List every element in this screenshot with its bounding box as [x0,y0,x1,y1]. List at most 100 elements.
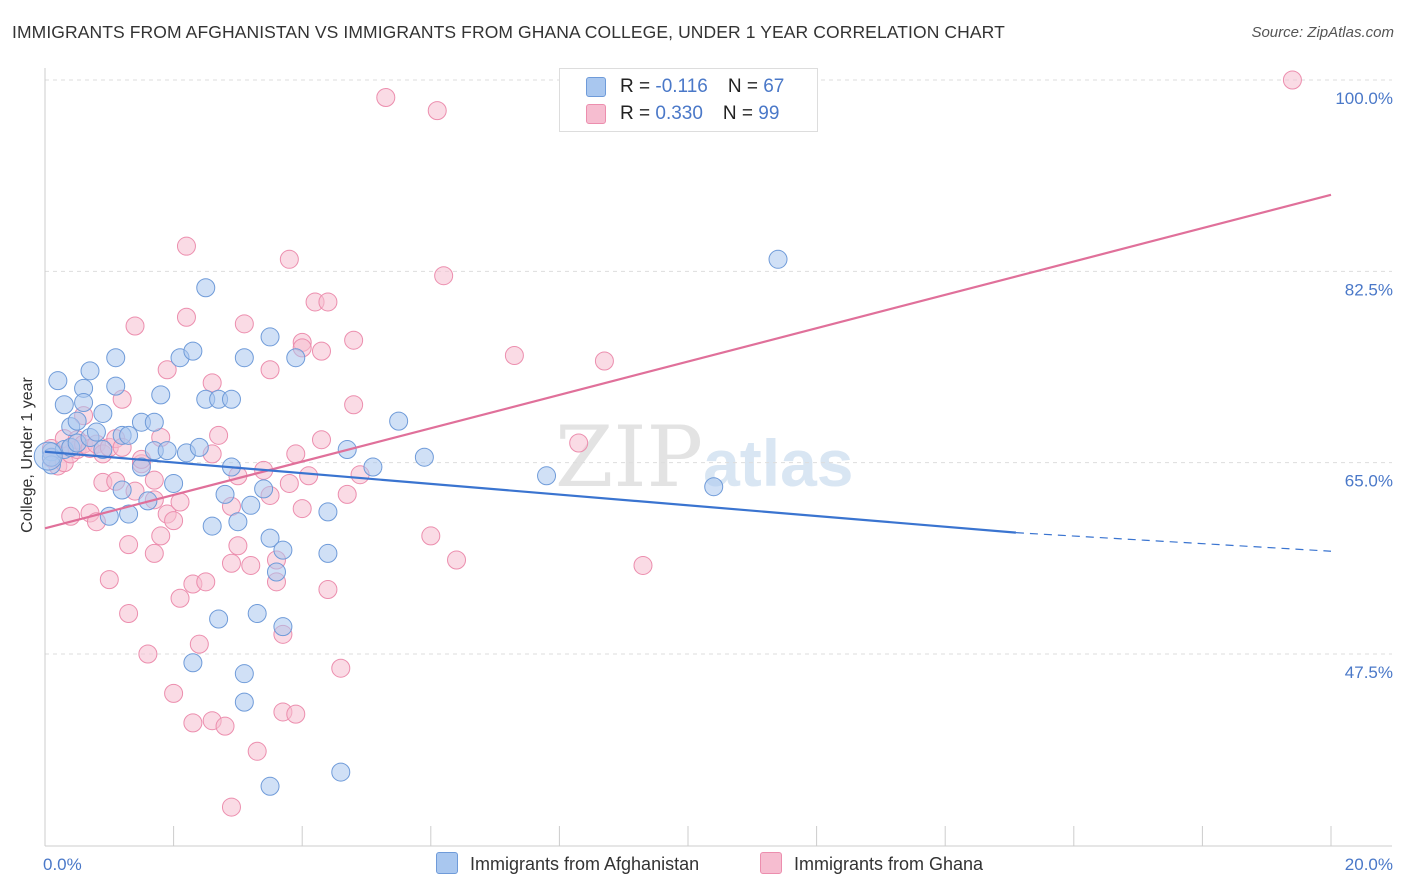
legend-n-label: N = [722,103,759,124]
y-tick-label: 82.5% [1345,280,1393,299]
ghana-point [144,470,164,490]
afghanistan-point [704,477,724,497]
ghana-point [144,543,164,563]
legend-text-afghanistan: R = -0.116 N = 67 [620,75,784,99]
afghanistan-point [93,440,113,460]
afghanistan-point [144,412,164,432]
bottom-legend-ghana: Immigrants from Ghana [760,852,983,875]
afghanistan-point [266,562,286,582]
ghana-point [344,330,364,350]
ghana-point [318,579,338,599]
afghanistan-point [202,516,222,536]
afghanistan-point [768,249,788,269]
ghana-point [215,716,235,736]
ghana-point [447,550,467,570]
ghana-point [569,433,589,453]
afghanistan-point [286,348,306,368]
afghanistan-point [196,278,216,298]
ghana-trend-line [44,193,1332,530]
legend-swatch-ghana [586,104,606,124]
ghana-point [151,526,171,546]
ghana-point [286,704,306,724]
ghana-point [1282,70,1302,90]
ghana-point [279,473,299,493]
ghana-point [209,425,229,445]
ghana-point [286,444,306,464]
ghana-point [504,346,524,366]
ghana-point [221,553,241,573]
afghanistan-point [215,484,235,504]
afghanistan-point [273,540,293,560]
ghana-point [260,360,280,380]
afghanistan-point [363,457,383,477]
ghana-point [138,644,158,664]
ghana-point [189,634,209,654]
afghanistan-point [119,504,139,524]
afghanistan-point [241,495,261,515]
afghanistan-cluster-point [33,441,63,471]
ghana-points [41,70,1302,817]
ghana-point [311,341,331,361]
afghanistan-point [273,617,293,637]
afghanistan-point [260,327,280,347]
afghanistan-point [318,502,338,522]
ghana-point [633,555,653,575]
ghana-point [125,316,145,336]
ghana-point [221,797,241,817]
afghanistan-point [228,512,248,532]
legend-swatch-afghanistan [586,77,606,97]
ghana-point [164,511,184,531]
tick-labels: 47.5% 65.0% 82.5% 100.0% 0.0% 20.0% [43,89,1393,874]
legend-r-label: R = [620,103,656,124]
afghanistan-point [54,395,74,415]
afghanistan-point [414,447,434,467]
ghana-point [228,536,248,556]
legend-r-value: -0.116 [655,76,708,97]
afghanistan-point [86,422,106,442]
afghanistan-point [106,376,126,396]
afghanistan-trend-line [44,450,1017,534]
ghana-point [183,713,203,733]
legend-n-label: N = [727,76,764,97]
afghanistan-point [119,425,139,445]
ghana-point [176,307,196,327]
afghanistan-point [254,479,274,499]
chart-title: IMMIGRANTS FROM AFGHANISTAN VS IMMIGRANT… [12,22,1005,42]
x-tick-label-min: 0.0% [43,855,82,874]
ghana-point [234,314,254,334]
afghanistan-point [151,385,171,405]
afghanistan-point [247,604,267,624]
afghanistan-point [93,403,113,423]
x-tick-label-max: 20.0% [1345,855,1393,874]
ghana-point [344,395,364,415]
afghanistan-points [33,249,788,796]
watermark-zip: ZIP [555,408,704,506]
ghana-point [279,249,299,269]
afghanistan-trend-extension [1015,532,1332,552]
afghanistan-point [318,543,338,563]
bottom-legend-swatch-ghana [760,852,782,874]
afghanistan-point [131,457,151,477]
afghanistan-point [209,609,229,629]
ghana-point [176,236,196,256]
afghanistan-point [80,361,100,381]
ghana-point [421,526,441,546]
afghanistan-point [234,664,254,684]
legend-text-ghana: R = 0.330 N = 99 [620,102,779,126]
zipatlas-watermark: ZIPatlas [555,408,854,506]
afghanistan-point [537,466,557,486]
legend-r-value: 0.330 [655,103,703,124]
afghanistan-point [164,473,184,493]
bottom-legend-afghanistan: Immigrants from Afghanistan [436,852,699,875]
ghana-point [434,266,454,286]
afghanistan-point [183,653,203,673]
ghana-point [594,351,614,371]
ghana-point [299,466,319,486]
afghanistan-point [48,371,68,391]
afghanistan-point [189,437,209,457]
ghana-point [247,741,267,761]
y-tick-label: 47.5% [1345,663,1393,682]
afghanistan-point [106,348,126,368]
ghana-point [376,87,396,107]
ghana-point [119,535,139,555]
